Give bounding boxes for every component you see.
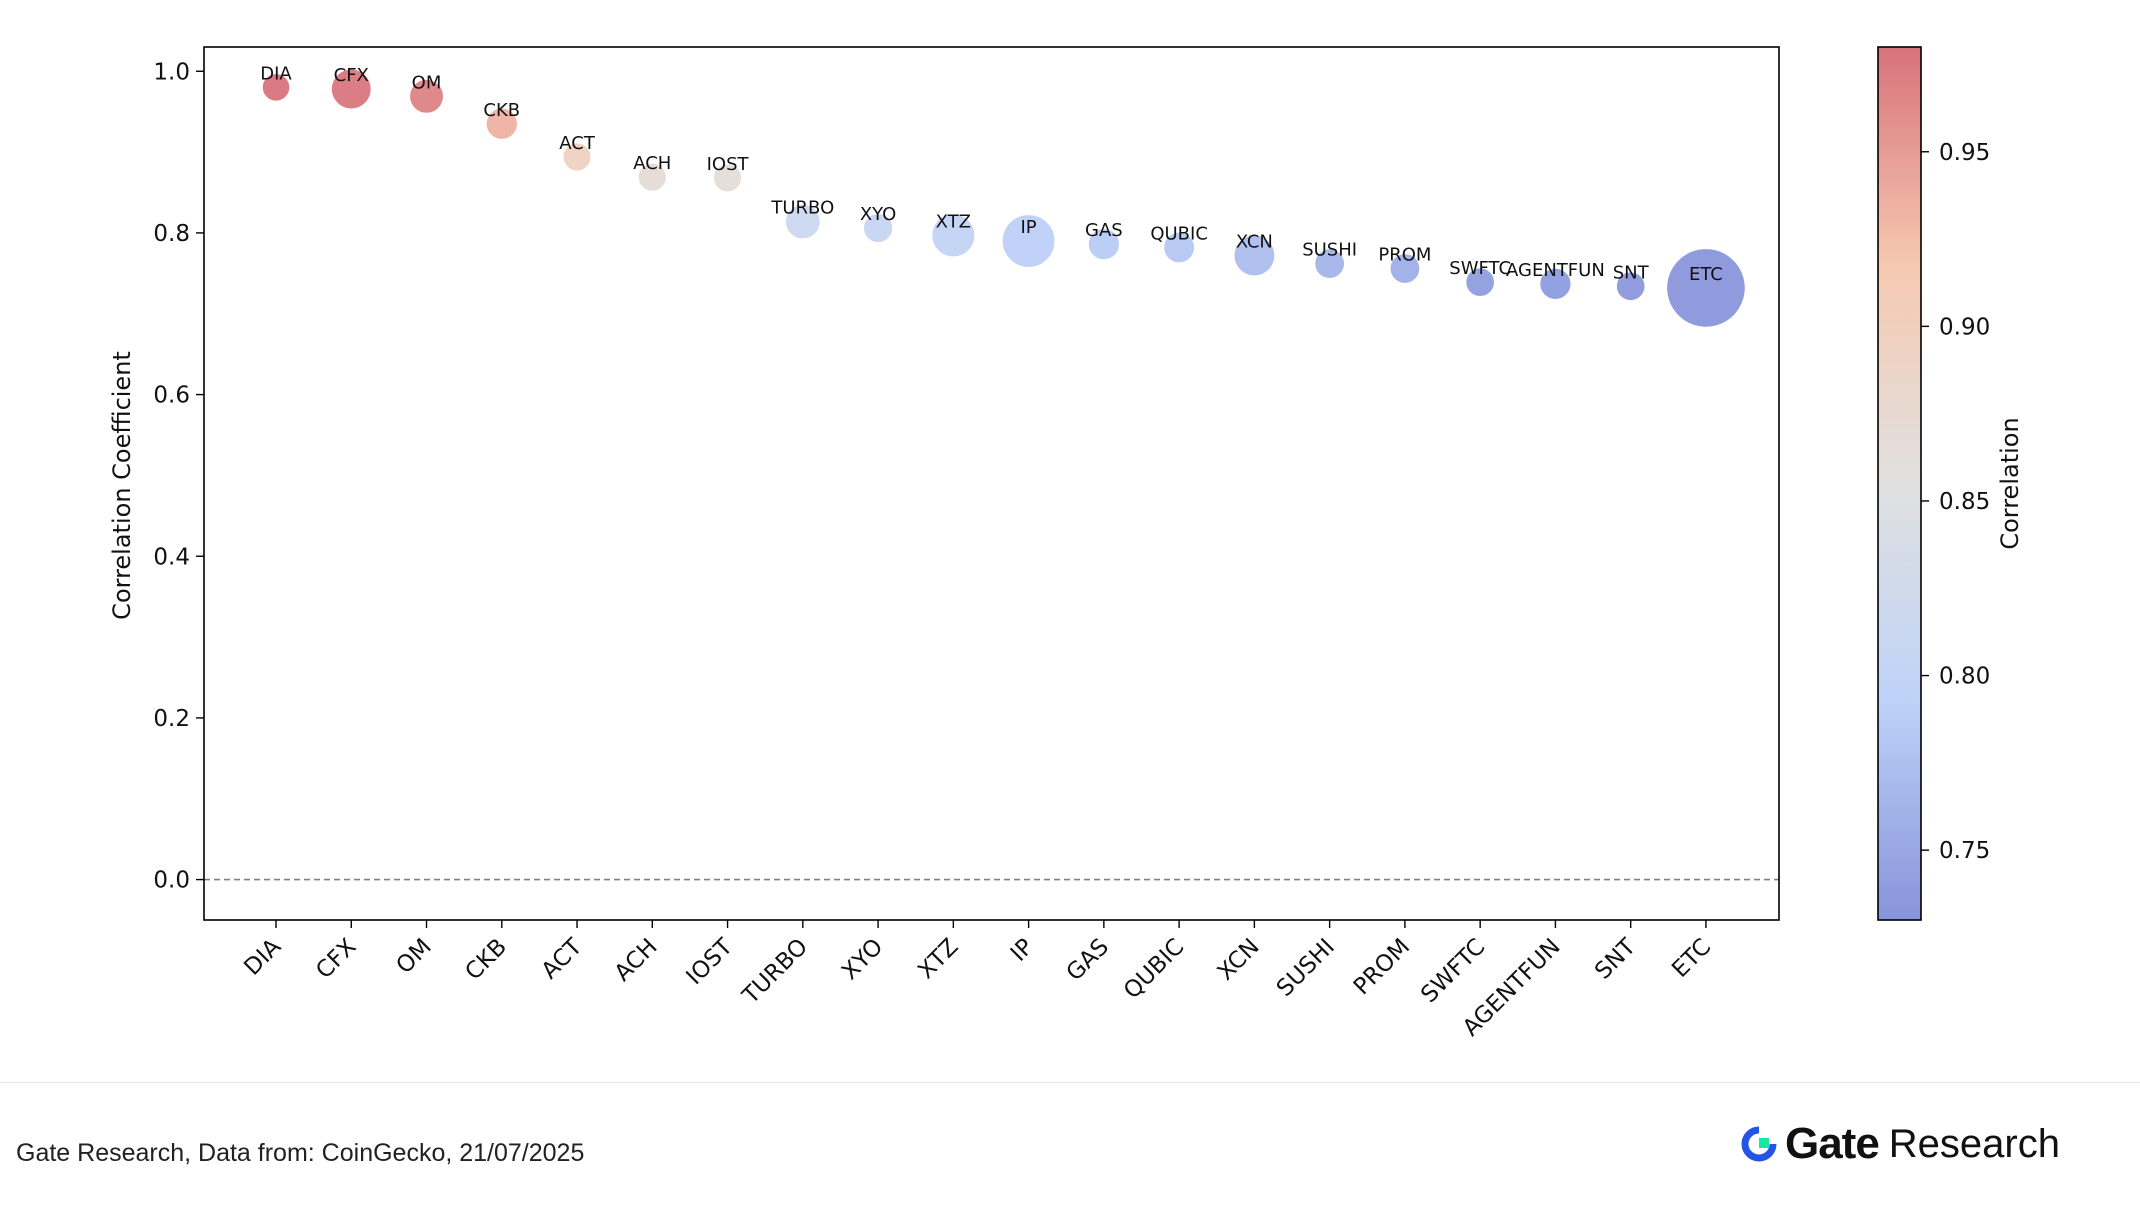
y-tick-label: 0.0 <box>153 868 190 894</box>
point-labels-layer: DIA CFX OM CKB ACT ACH IOST TURBO XYO XTZ IP GAS QUB… <box>260 63 1723 284</box>
x-tick-label: CKB <box>460 934 512 986</box>
point-label-turbo: TURBO <box>770 198 834 219</box>
y-tick-label: 0.6 <box>153 383 190 409</box>
bubble-ckb <box>485 107 518 140</box>
point-label-etc: ETC <box>1689 264 1723 285</box>
point-label-prom: PROM <box>1378 244 1431 265</box>
x-tick-label: DIA <box>239 934 286 981</box>
point-label-xyo: XYO <box>860 204 897 225</box>
bubble-ach <box>637 162 667 192</box>
bubble-dia <box>261 73 291 102</box>
point-label-gas: GAS <box>1085 220 1123 241</box>
colorbar-tick-label: 0.80 <box>1939 664 1990 690</box>
y-tick-label: 0.8 <box>153 221 190 247</box>
point-label-snt: SNT <box>1613 262 1650 283</box>
plot-frame <box>203 46 1780 921</box>
colorbar-tick-label: 0.90 <box>1939 314 1990 340</box>
colorbar-gradient <box>1877 46 1922 921</box>
bubble-gas <box>1087 228 1120 261</box>
x-tick-label: TURBO <box>737 934 813 1010</box>
bubble-turbo <box>784 203 821 240</box>
brand-sub: Research <box>1888 1121 2060 1166</box>
point-label-qubic: QUBIC <box>1150 223 1208 244</box>
bubble-qubic <box>1163 231 1195 264</box>
footer: Gate Research, Data from: CoinGecko, 21/… <box>0 1082 2140 1213</box>
x-tick-label: XTZ <box>913 934 963 984</box>
x-tick-label: IP <box>1006 934 1039 967</box>
point-label-xtz: XTZ <box>936 211 971 232</box>
y-tick-label: 0.4 <box>153 544 190 570</box>
point-label-dia: DIA <box>260 63 292 84</box>
bubble-ip <box>1001 214 1056 268</box>
point-label-ach: ACH <box>633 153 671 174</box>
bubble-xtz <box>931 213 976 258</box>
x-tick-label: ACT <box>537 933 588 984</box>
x-tick-label: XCN <box>1213 934 1265 986</box>
x-tick-label: ETC <box>1667 934 1716 983</box>
gate-logo-icon <box>1741 1126 1777 1162</box>
colorbar-tick-label: 0.85 <box>1939 489 1990 515</box>
bubble-sushi <box>1314 248 1346 279</box>
x-tick-label: SWFTC <box>1416 934 1490 1008</box>
x-tick-label: IOST <box>682 933 739 990</box>
bubble-xyo <box>862 212 894 244</box>
x-tick-label: OM <box>392 934 437 979</box>
x-tick-label: GAS <box>1062 934 1114 986</box>
y-tick-label: 1.0 <box>153 59 190 85</box>
point-label-act: ACT <box>559 133 596 154</box>
colorbar-label: Correlation <box>1996 417 2024 549</box>
point-label-ckb: CKB <box>483 100 520 121</box>
colorbar-tick-label: 0.75 <box>1939 838 1990 864</box>
point-label-om: OM <box>412 72 442 93</box>
brand-name: Gate <box>1784 1119 1880 1168</box>
point-label-iost: IOST <box>707 154 750 175</box>
bubble-iost <box>713 163 743 193</box>
point-label-sushi: SUSHI <box>1302 240 1357 261</box>
bubble-etc <box>1666 248 1746 328</box>
point-label-ip: IP <box>1021 217 1037 238</box>
bubble-act <box>562 142 592 172</box>
x-tick-label: PROM <box>1349 934 1415 1000</box>
point-label-cfx: CFX <box>334 65 369 86</box>
x-tick-label: XYO <box>837 934 888 985</box>
bubble-om <box>409 78 444 114</box>
x-tick-label: ACH <box>610 934 663 987</box>
bubble-snt <box>1615 271 1646 302</box>
colorbar-tick-label: 0.95 <box>1939 140 1990 166</box>
y-tick-label: 0.2 <box>153 706 190 732</box>
x-tick-label: CFX <box>311 934 361 984</box>
bubble-prom <box>1389 253 1421 284</box>
colorbar: 0.75 0.80 0.85 0.90 0.95 Correlation <box>1877 46 2024 921</box>
bubble-swftc <box>1465 267 1495 298</box>
bubble-cfx <box>330 68 372 110</box>
y-axis-label: Correlation Coefficient <box>108 351 136 620</box>
point-label-swftc: SWFTC <box>1449 258 1511 279</box>
source-note: Gate Research, Data from: CoinGecko, 21/… <box>16 1139 585 1167</box>
x-tick-label: QUBIC <box>1119 934 1189 1004</box>
bubble-xcn <box>1233 234 1276 277</box>
bubble-agentfun <box>1539 267 1572 300</box>
point-label-agentfun: AGENTFUN <box>1506 260 1605 281</box>
brand-logo-group: Gate Research <box>1739 1119 2060 1169</box>
bubbles-layer <box>261 68 1746 328</box>
point-label-xcn: XCN <box>1236 232 1273 253</box>
x-tick-label: SNT <box>1590 933 1641 984</box>
x-tick-label: SUSHI <box>1272 934 1340 1002</box>
